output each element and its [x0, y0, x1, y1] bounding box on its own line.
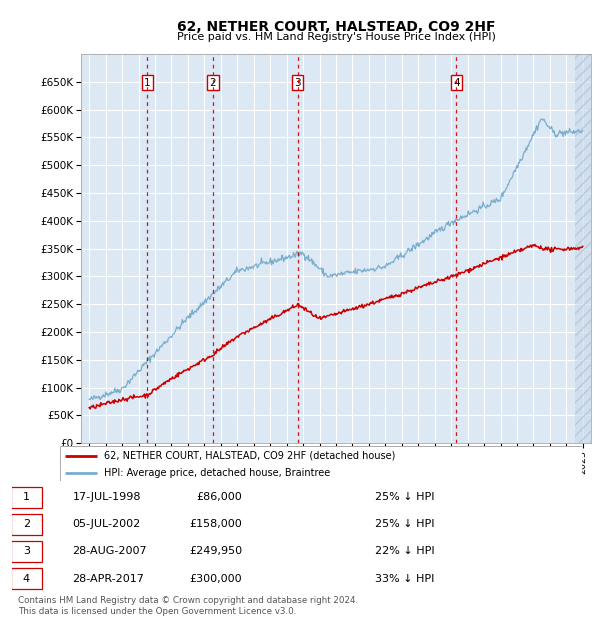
Bar — [575, 54, 591, 443]
Text: 22% ↓ HPI: 22% ↓ HPI — [375, 546, 434, 556]
Text: £158,000: £158,000 — [190, 520, 242, 529]
Text: 28-AUG-2007: 28-AUG-2007 — [73, 546, 147, 556]
Text: 62, NETHER COURT, HALSTEAD, CO9 2HF: 62, NETHER COURT, HALSTEAD, CO9 2HF — [177, 20, 495, 34]
Text: 33% ↓ HPI: 33% ↓ HPI — [375, 574, 434, 583]
Text: 1: 1 — [144, 78, 151, 88]
Text: HPI: Average price, detached house, Braintree: HPI: Average price, detached house, Brai… — [104, 468, 331, 478]
Text: £86,000: £86,000 — [197, 492, 242, 502]
Text: 4: 4 — [23, 574, 30, 583]
Text: 62, NETHER COURT, HALSTEAD, CO9 2HF (detached house): 62, NETHER COURT, HALSTEAD, CO9 2HF (det… — [104, 451, 396, 461]
Text: 3: 3 — [294, 78, 301, 88]
Text: 28-APR-2017: 28-APR-2017 — [73, 574, 145, 583]
FancyBboxPatch shape — [60, 446, 582, 480]
Text: 1: 1 — [23, 492, 30, 502]
Text: 2: 2 — [209, 78, 216, 88]
Text: 3: 3 — [23, 546, 30, 556]
Text: 25% ↓ HPI: 25% ↓ HPI — [375, 520, 434, 529]
Text: Contains HM Land Registry data © Crown copyright and database right 2024.
This d: Contains HM Land Registry data © Crown c… — [18, 596, 358, 616]
Text: 17-JUL-1998: 17-JUL-1998 — [73, 492, 141, 502]
Text: 25% ↓ HPI: 25% ↓ HPI — [375, 492, 434, 502]
FancyBboxPatch shape — [11, 487, 42, 508]
Text: £249,950: £249,950 — [189, 546, 242, 556]
Text: 05-JUL-2002: 05-JUL-2002 — [73, 520, 141, 529]
FancyBboxPatch shape — [11, 514, 42, 535]
Text: 4: 4 — [453, 78, 460, 88]
FancyBboxPatch shape — [11, 568, 42, 589]
Text: Price paid vs. HM Land Registry's House Price Index (HPI): Price paid vs. HM Land Registry's House … — [176, 32, 496, 42]
FancyBboxPatch shape — [11, 541, 42, 562]
Text: £300,000: £300,000 — [190, 574, 242, 583]
Text: 2: 2 — [23, 520, 30, 529]
